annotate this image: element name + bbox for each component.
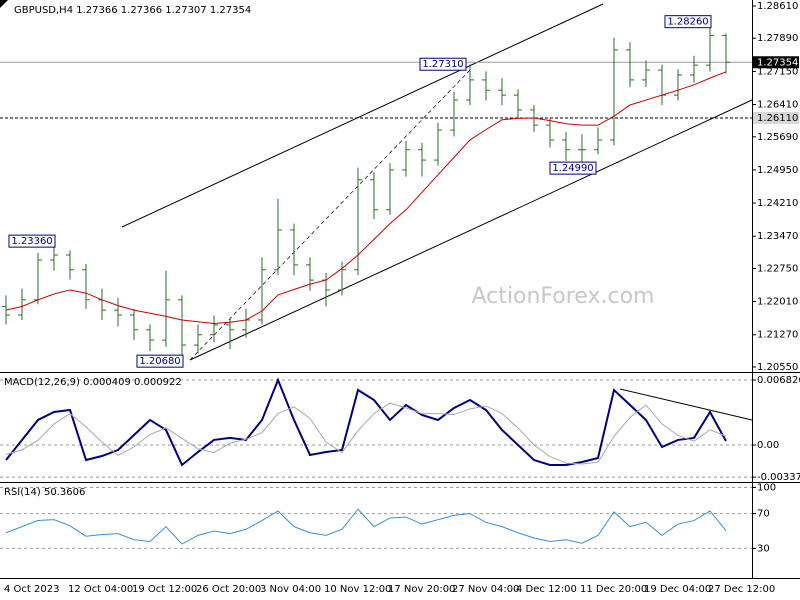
channel-line [189, 99, 753, 361]
price-level-box [753, 111, 799, 124]
y-tick-label: 1.27150 [757, 66, 798, 77]
y-tick-label: 1.21270 [757, 330, 798, 341]
y-tick-label: 1.24210 [757, 198, 798, 209]
indicator-line [5, 71, 727, 325]
panel-title: MACD(12,26,9) 0.000409 0.000922 [4, 377, 182, 388]
panel-corner [0, 0, 8, 8]
price-annotation-box [8, 234, 56, 248]
x-tick-label: 3 Nov 04:00 [260, 584, 321, 595]
panel-title: RSI(14) 50.3606 [4, 487, 85, 498]
y-tick-label: 1.27890 [757, 33, 798, 44]
y-tick-label: 1.22010 [757, 297, 798, 308]
price-annotation: 1.27310 [422, 59, 463, 70]
x-tick-label: 10 Nov 12:00 [324, 584, 391, 595]
x-tick-label: 4 Dec 12:00 [516, 584, 577, 595]
price-annotation: 1.28260 [667, 17, 708, 28]
y-tick-label: 1.25690 [757, 132, 798, 143]
chart-title: GBPUSD,H4 1.27366 1.27366 1.27307 1.2735… [14, 5, 251, 16]
x-tick-label: 19 Dec 04:00 [644, 584, 711, 595]
indicator-line [5, 508, 727, 545]
y-tick-label: 1.22750 [757, 263, 798, 274]
x-tick-label: 4 Oct 2023 [4, 584, 59, 595]
indicator-line [5, 377, 727, 467]
price-annotation-box [136, 354, 184, 368]
x-tick-label: 11 Dec 20:00 [580, 584, 647, 595]
frames [0, 0, 800, 579]
price-annotation: 1.24990 [552, 163, 593, 174]
price-level-label: 1.27354 [757, 57, 798, 68]
indicator-line [5, 402, 727, 465]
x-tick-label: 26 Oct 20:00 [196, 584, 261, 595]
y-tick-label: -0.003375 [757, 472, 800, 483]
y-tick-label: 70 [757, 509, 770, 520]
y-tick-label: 1.28610 [757, 1, 798, 12]
x-tick-label: 27 Nov 04:00 [452, 584, 519, 595]
x-tick-label: 17 Nov 20:00 [388, 584, 455, 595]
y-tick-label: 100 [757, 482, 776, 493]
price-annotation: 1.20680 [139, 356, 180, 367]
x-tick-label: 19 Oct 12:00 [132, 584, 197, 595]
y-tick-label: 1.23470 [757, 231, 798, 242]
price-annotation-box [549, 161, 597, 175]
channel-line [121, 3, 604, 228]
price-level-label: 1.26110 [757, 113, 798, 124]
x-tick-label: 12 Oct 04:00 [68, 584, 133, 595]
y-tick-label: 30 [757, 543, 770, 554]
price-annotation: 1.23360 [11, 236, 52, 247]
y-tick-label: 1.24950 [757, 165, 798, 176]
y-tick-label: 0.00 [757, 440, 779, 451]
price-annotation-box [419, 57, 467, 71]
macd-trend-line [619, 388, 753, 421]
watermark: ActionForex.com [472, 284, 655, 309]
y-tick-label: 0.006826 [757, 375, 800, 386]
y-tick-label: 1.20550 [757, 362, 798, 373]
x-tick-label: 27 Dec 12:00 [708, 584, 775, 595]
price-annotation-box [664, 15, 712, 29]
price-level-box [753, 56, 799, 69]
y-tick-label: 1.26410 [757, 100, 798, 111]
